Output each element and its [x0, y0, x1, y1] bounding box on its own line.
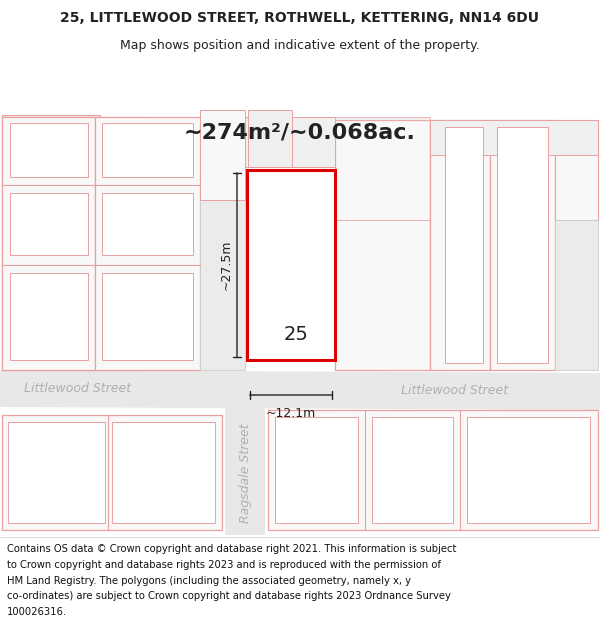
- Polygon shape: [10, 123, 88, 177]
- Polygon shape: [102, 273, 193, 360]
- Polygon shape: [200, 110, 245, 200]
- Polygon shape: [55, 117, 145, 200]
- Polygon shape: [245, 117, 335, 167]
- Text: 25, LITTLEWOOD STREET, ROTHWELL, KETTERING, NN14 6DU: 25, LITTLEWOOD STREET, ROTHWELL, KETTERI…: [61, 11, 539, 25]
- Polygon shape: [2, 115, 100, 370]
- Polygon shape: [335, 120, 430, 370]
- Polygon shape: [225, 385, 265, 535]
- Polygon shape: [372, 417, 453, 523]
- Polygon shape: [10, 273, 88, 360]
- Polygon shape: [3, 117, 98, 200]
- Polygon shape: [555, 220, 598, 370]
- Polygon shape: [102, 123, 193, 177]
- Polygon shape: [490, 120, 555, 370]
- Text: 25: 25: [284, 326, 308, 344]
- Polygon shape: [95, 117, 200, 370]
- Text: Map shows position and indicative extent of the property.: Map shows position and indicative extent…: [120, 39, 480, 51]
- Polygon shape: [2, 117, 95, 370]
- Polygon shape: [112, 422, 215, 523]
- Polygon shape: [275, 417, 358, 523]
- Text: 100026316.: 100026316.: [7, 607, 67, 617]
- Text: ~27.5m: ~27.5m: [220, 240, 233, 290]
- Text: ~274m²/~0.068ac.: ~274m²/~0.068ac.: [184, 123, 416, 143]
- Polygon shape: [248, 110, 292, 167]
- Polygon shape: [445, 127, 483, 363]
- Text: Littlewood Street: Littlewood Street: [401, 384, 509, 398]
- Polygon shape: [430, 120, 598, 155]
- Polygon shape: [3, 117, 55, 370]
- Polygon shape: [555, 120, 598, 220]
- Polygon shape: [335, 117, 430, 120]
- Polygon shape: [247, 170, 335, 360]
- Text: to Crown copyright and database rights 2023 and is reproduced with the permissio: to Crown copyright and database rights 2…: [7, 560, 441, 570]
- Polygon shape: [467, 417, 590, 523]
- Polygon shape: [430, 120, 490, 370]
- Polygon shape: [268, 410, 598, 530]
- Polygon shape: [497, 127, 548, 363]
- Polygon shape: [2, 415, 222, 530]
- Polygon shape: [55, 200, 145, 370]
- Text: HM Land Registry. The polygons (including the associated geometry, namely x, y: HM Land Registry. The polygons (includin…: [7, 576, 411, 586]
- Polygon shape: [8, 265, 95, 365]
- Polygon shape: [8, 173, 95, 255]
- Polygon shape: [8, 120, 55, 160]
- Text: co-ordinates) are subject to Crown copyright and database rights 2023 Ordnance S: co-ordinates) are subject to Crown copyr…: [7, 591, 451, 601]
- Polygon shape: [10, 193, 88, 255]
- Polygon shape: [8, 422, 105, 523]
- Text: ~12.1m: ~12.1m: [266, 407, 316, 420]
- Text: Ragsdale Street: Ragsdale Street: [239, 423, 253, 522]
- Polygon shape: [0, 370, 600, 410]
- Polygon shape: [102, 193, 193, 255]
- Text: Littlewood Street: Littlewood Street: [25, 381, 131, 394]
- Polygon shape: [200, 200, 245, 370]
- Text: Contains OS data © Crown copyright and database right 2021. This information is : Contains OS data © Crown copyright and d…: [7, 544, 457, 554]
